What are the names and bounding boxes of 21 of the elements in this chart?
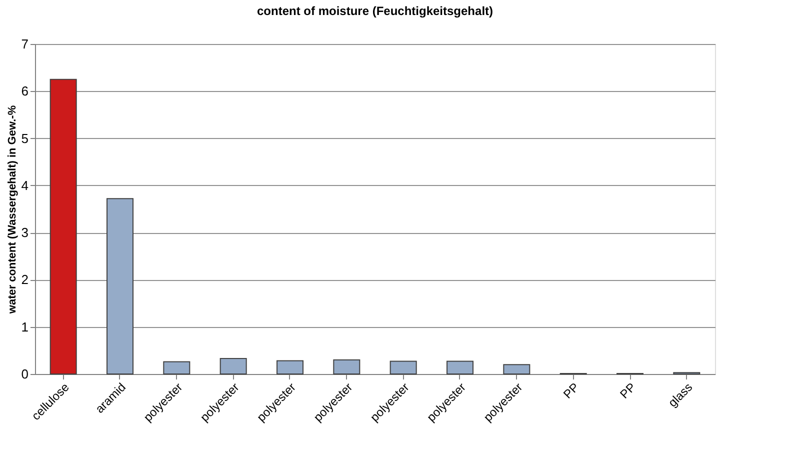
y-tick-label: 1 xyxy=(21,319,28,334)
bar xyxy=(50,78,77,374)
y-tick-label: 0 xyxy=(21,366,28,382)
bar xyxy=(446,360,474,374)
chart-title: content of moisture (Feuchtigkeitsgehalt) xyxy=(256,4,494,18)
bar xyxy=(503,364,530,374)
y-tick-label: 6 xyxy=(21,84,28,99)
bar xyxy=(163,361,190,374)
bar xyxy=(333,359,360,374)
y-tick-label: 3 xyxy=(21,225,28,240)
bar xyxy=(106,198,134,374)
x-tick-label: PP xyxy=(617,380,638,402)
y-axis-title: water content (Wassergehalt) in Gew.-% xyxy=(6,105,18,315)
x-tick-label: PP xyxy=(560,380,582,402)
bar xyxy=(220,358,247,374)
y-tick-label: 4 xyxy=(21,178,28,193)
bar xyxy=(276,360,304,374)
bar xyxy=(390,360,417,374)
y-tick-label: 7 xyxy=(21,36,28,52)
y-tick-label: 5 xyxy=(21,130,28,146)
y-tick-label: 2 xyxy=(21,272,28,288)
